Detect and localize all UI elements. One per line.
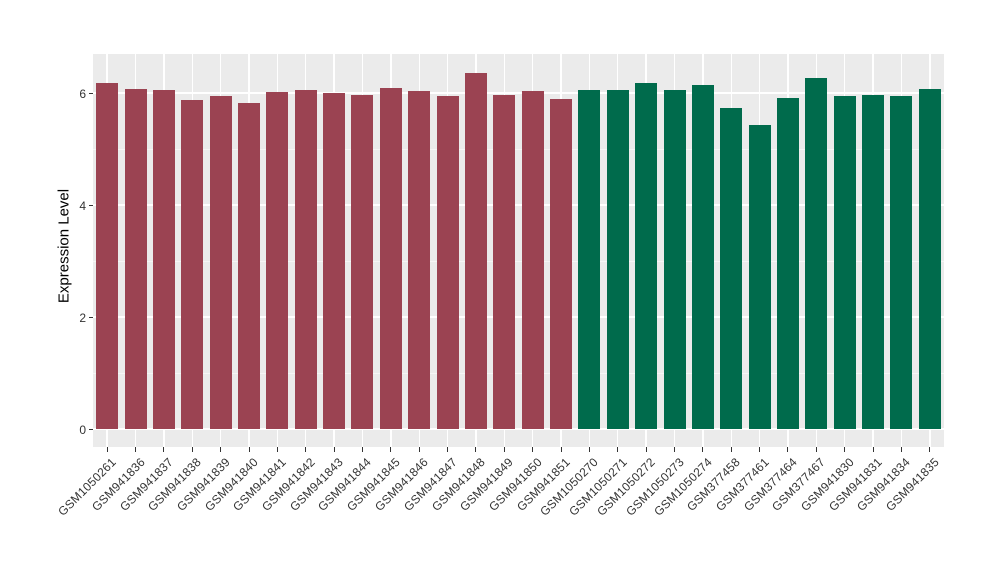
major-gridline xyxy=(93,316,944,318)
bar-GSM941836 xyxy=(124,89,147,429)
bar-GSM941837 xyxy=(152,89,175,429)
x-tick-mark xyxy=(844,447,846,452)
x-tick-mark xyxy=(900,447,902,452)
x-tick-mark xyxy=(787,447,789,452)
x-tick-mark xyxy=(361,447,363,452)
x-tick-mark xyxy=(702,447,704,452)
x-tick-mark xyxy=(929,447,931,452)
bar-GSM941847 xyxy=(436,95,459,429)
major-gridline xyxy=(93,428,944,430)
bar-GSM941840 xyxy=(238,103,261,429)
x-tick-mark xyxy=(588,447,590,452)
y-tick-mark xyxy=(89,317,93,318)
y-tick-label: 0 xyxy=(79,423,86,437)
bar-GSM941846 xyxy=(408,91,431,429)
x-tick-mark xyxy=(759,447,761,452)
bar-GSM1050273 xyxy=(663,90,686,429)
y-tick-label: 4 xyxy=(79,199,86,213)
bar-GSM941844 xyxy=(351,95,374,429)
minor-gridline xyxy=(93,148,944,150)
y-tick-label: 2 xyxy=(79,311,86,325)
bar-GSM941851 xyxy=(550,99,573,429)
bar-GSM941834 xyxy=(890,95,913,429)
x-tick-mark xyxy=(305,447,307,452)
x-tick-mark xyxy=(220,447,222,452)
x-tick-mark xyxy=(106,447,108,452)
y-tick-mark xyxy=(89,205,93,206)
minor-gridline xyxy=(93,260,944,262)
bar-GSM1050274 xyxy=(691,85,714,429)
x-tick-mark xyxy=(645,447,647,452)
x-tick-mark xyxy=(532,447,534,452)
x-tick-mark xyxy=(390,447,392,452)
bar-GSM377461 xyxy=(748,125,771,429)
y-tick-mark xyxy=(89,93,93,94)
x-tick-mark xyxy=(815,447,817,452)
x-tick-mark xyxy=(560,447,562,452)
major-gridline xyxy=(93,204,944,206)
bar-GSM941843 xyxy=(323,93,346,429)
bar-GSM941842 xyxy=(294,89,317,429)
x-tick-mark xyxy=(276,447,278,452)
bar-GSM941838 xyxy=(181,100,204,429)
bar-GSM1050270 xyxy=(578,90,601,429)
bar-GSM941839 xyxy=(209,96,232,429)
bar-GSM1050271 xyxy=(606,89,629,429)
x-tick-mark xyxy=(418,447,420,452)
x-tick-mark xyxy=(730,447,732,452)
bar-GSM377464 xyxy=(776,98,799,429)
x-tick-mark xyxy=(674,447,676,452)
bar-GSM941830 xyxy=(833,96,856,429)
bar-GSM1050272 xyxy=(635,83,658,429)
x-tick-mark xyxy=(447,447,449,452)
bar-GSM377458 xyxy=(720,108,743,429)
y-tick-label: 6 xyxy=(79,87,86,101)
bar-GSM941845 xyxy=(379,87,402,429)
bar-GSM941841 xyxy=(266,92,289,429)
bar-GSM941835 xyxy=(918,88,941,429)
minor-gridline xyxy=(93,372,944,374)
x-tick-mark xyxy=(475,447,477,452)
x-tick-mark xyxy=(248,447,250,452)
x-tick-mark xyxy=(191,447,193,452)
major-gridline xyxy=(93,92,944,94)
bar-GSM377467 xyxy=(805,77,828,429)
bar-GSM941848 xyxy=(464,73,487,429)
x-tick-mark xyxy=(163,447,165,452)
x-tick-mark xyxy=(333,447,335,452)
y-tick-mark xyxy=(89,429,93,430)
bar-GSM941831 xyxy=(862,95,885,429)
x-tick-mark xyxy=(617,447,619,452)
bar-GSM1050261 xyxy=(96,82,119,429)
x-tick-mark xyxy=(503,447,505,452)
x-tick-mark xyxy=(872,447,874,452)
x-tick-mark xyxy=(135,447,137,452)
bar-GSM941849 xyxy=(493,95,516,429)
bar-GSM941850 xyxy=(521,90,544,429)
plot-panel xyxy=(93,54,944,447)
